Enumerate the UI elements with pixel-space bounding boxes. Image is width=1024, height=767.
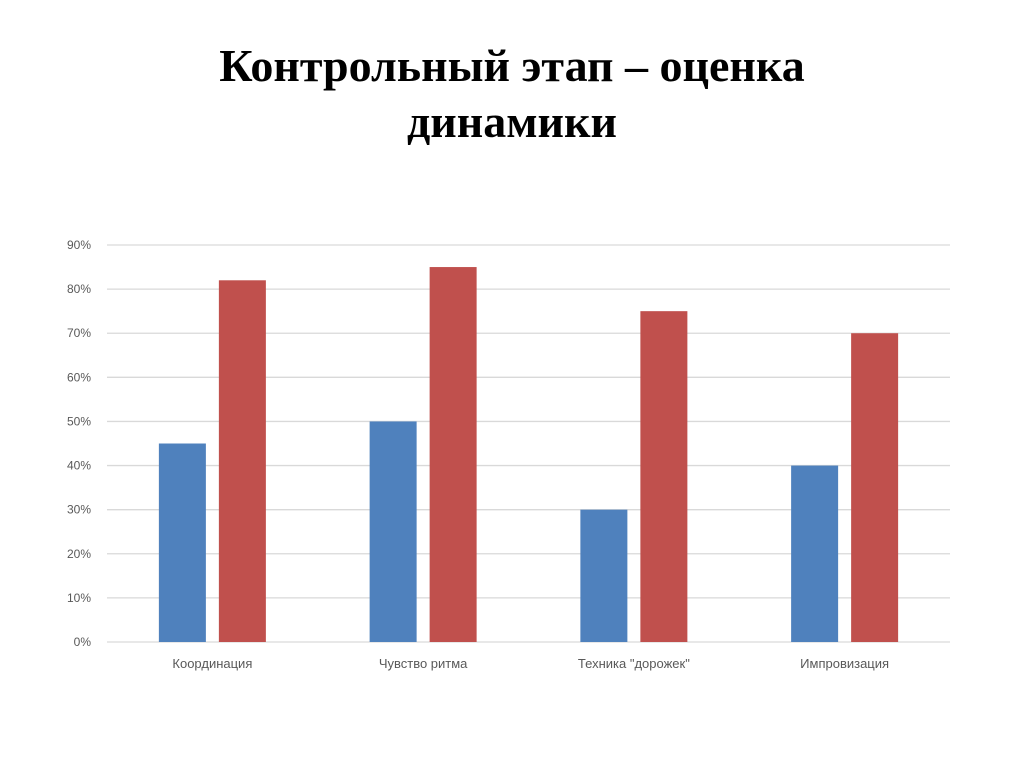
y-tick-label: 20% [67,547,91,561]
bar-red [851,333,899,642]
y-tick-label: 90% [67,238,91,252]
y-tick-label: 10% [67,591,91,605]
title-line-1: Контрольный этап – оценка [219,40,805,91]
bar-blue [580,509,628,642]
bar-red [218,280,266,642]
bar-blue [791,465,839,642]
y-tick-label: 50% [67,414,91,428]
bar-red [640,311,688,642]
y-tick-label: 80% [67,282,91,296]
y-tick-label: 40% [67,459,91,473]
title-line-2: динамики [406,96,618,147]
y-tick-label: 60% [67,370,91,384]
category-label: Координация [172,656,252,671]
bar-blue [158,443,206,642]
bar-red [429,267,477,642]
slide-title: Контрольный этап – оценка динамики [0,38,1024,150]
category-label: Техника "дорожек" [578,656,690,671]
bar-blue [369,421,417,642]
y-tick-label: 70% [67,326,91,340]
y-tick-label: 0% [74,635,92,649]
y-tick-label: 30% [67,503,91,517]
category-label: Импровизация [800,656,889,671]
category-label: Чувство ритма [379,656,468,671]
